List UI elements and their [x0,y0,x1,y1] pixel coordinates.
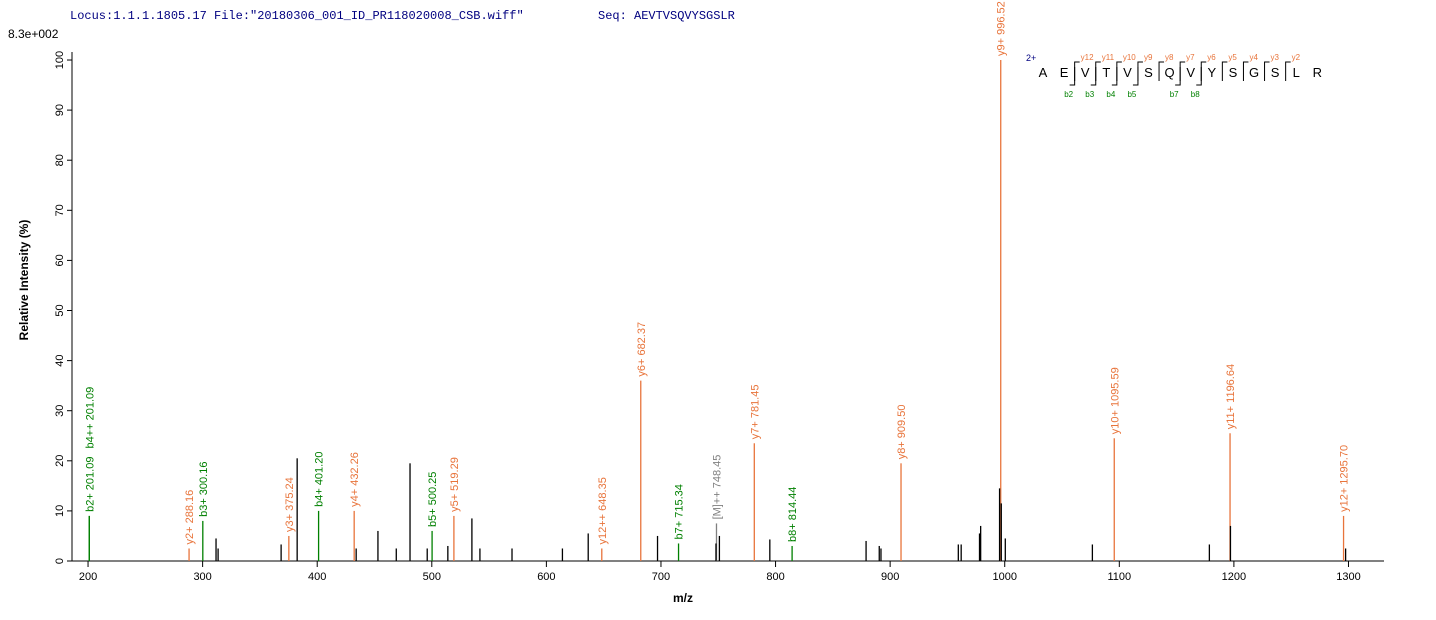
peak-label: y8+ 909.50 [896,405,908,460]
x-tick-label: 900 [881,571,899,583]
residue: Y [1207,65,1216,80]
y-tick-label: 80 [54,154,66,166]
x-tick-label: 400 [308,571,326,583]
b-ion-label: b4 [1106,90,1115,99]
y-ion-bracket [1242,61,1249,81]
x-axis-label: m/z [673,591,693,605]
y-tick-label: 0 [54,558,66,564]
x-tick-label: 700 [652,571,670,583]
y-ion-label: y3 [1271,53,1280,62]
y-ion-bracket [1158,61,1165,81]
y-ion-bracket [1264,61,1270,81]
y-tick-label: 50 [54,304,66,316]
sequence-label: Seq: AEVTVSQVYSGSLR [598,9,735,23]
y-ion-bracket [1095,61,1101,81]
peak-label: b7+ 715.34 [674,484,686,539]
y-tick-label: 30 [54,405,66,417]
residue: V [1123,65,1132,80]
y-ion-label: y2 [1292,53,1301,62]
x-tick-label: 500 [423,571,441,583]
y-ion-bracket [1221,61,1228,81]
peak-label: b8+ 814.44 [787,487,799,542]
scale-label: 8.3e+002 [8,27,59,41]
residue: L [1293,65,1300,80]
peak-label: y7+ 781.45 [749,385,761,440]
y-ion-label: y7 [1186,53,1195,62]
peak-label: y2+ 288.16 [184,490,196,545]
y-axis-label: Relative Intensity (%) [17,220,31,341]
b-ion-label: b8 [1191,90,1200,99]
b-ion-label: b2 [1064,90,1073,99]
peak-label: y5+ 519.29 [449,457,461,512]
residue: V [1081,65,1090,80]
y-tick-label: 10 [54,505,66,517]
peak-label: b5+ 500.25 [427,472,439,527]
peak-label: b4+ 401.20 [314,452,326,507]
b-ion-bracket [1175,67,1181,86]
y-ion-bracket [1116,61,1122,81]
y-ion-label: y10 [1123,53,1136,62]
residue: Q [1165,65,1175,80]
b-ion-bracket [1069,67,1076,86]
residue: A [1039,65,1048,80]
residue: S [1144,65,1153,80]
b-ion-bracket [1090,67,1097,86]
y-ion-label: y12 [1081,53,1094,62]
b-ion-bracket [1132,67,1139,86]
peak-label: y12++ 648.35 [597,477,609,544]
peak-label: y9+ 996.52 [996,1,1008,56]
residue: V [1186,65,1195,80]
peak-label: b4++ 201.09 [84,387,96,449]
y-ion-label: y9 [1144,53,1153,62]
y-tick-label: 60 [54,254,66,266]
peak-label: y4+ 432.26 [349,452,361,507]
y-ion-bracket [1285,61,1291,81]
x-tick-label: 1300 [1336,571,1360,583]
y-ion-label: y5 [1228,53,1237,62]
y-ion-label: y8 [1165,53,1174,62]
y-ion-bracket [1074,61,1080,81]
b-ion-label: b5 [1127,90,1136,99]
x-tick-label: 1000 [992,571,1016,583]
residue: S [1229,65,1238,80]
residue: G [1249,65,1259,80]
charge-label: 2+ [1026,53,1036,63]
residue: R [1313,65,1322,80]
x-tick-label: 200 [79,571,97,583]
peak-label: b3+ 300.16 [198,462,210,517]
b-ion-label: b3 [1085,90,1094,99]
peak-label: y3+ 375.24 [284,477,296,532]
y-tick-label: 90 [54,104,66,116]
y-ion-bracket [1200,61,1207,81]
residue: T [1102,65,1110,80]
b-ion-bracket [1196,67,1202,86]
y-tick-label: 70 [54,204,66,216]
peak-label: y12+ 1295.70 [1339,445,1351,512]
y-tick-label: 20 [54,455,66,467]
x-tick-label: 1100 [1107,571,1131,583]
y-tick-label: 40 [54,354,66,366]
y-ion-label: y6 [1207,53,1216,62]
x-tick-label: 1200 [1222,571,1246,583]
b-ion-bracket [1111,67,1118,86]
y-ion-bracket [1179,61,1186,81]
x-tick-label: 300 [193,571,211,583]
y-ion-label: y11 [1102,53,1115,62]
peak-label: y10+ 1095.59 [1109,367,1121,434]
peak-label: b2+ 201.09 [84,457,96,512]
residue: E [1060,65,1069,80]
residue: S [1271,65,1280,80]
x-tick-label: 800 [766,571,784,583]
chart-title: Locus:1.1.1.1805.17 File:"20180306_001_I… [70,9,524,23]
y-ion-bracket [1137,61,1143,81]
peak-label: [M]++ 748.45 [711,455,723,520]
y-ion-label: y4 [1249,53,1258,62]
peak-label: y11+ 1196.64 [1225,364,1237,429]
b-ion-label: b7 [1170,90,1179,99]
x-tick-label: 600 [537,571,555,583]
peak-label: y6+ 682.37 [636,322,648,377]
y-tick-label: 100 [54,51,66,69]
